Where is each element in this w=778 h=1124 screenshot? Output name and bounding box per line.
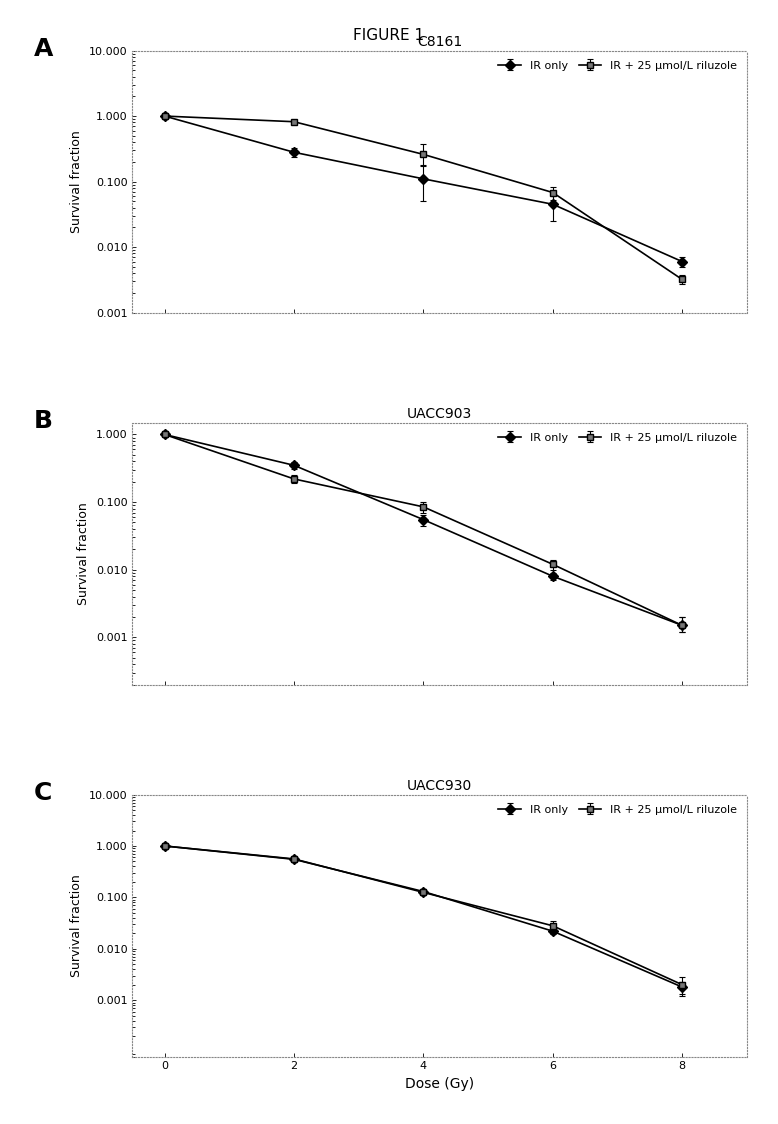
Text: FIGURE 1: FIGURE 1 [353,28,425,43]
Y-axis label: Survival fraction: Survival fraction [70,130,83,233]
Text: B: B [34,409,53,434]
Title: UACC930: UACC930 [407,779,472,794]
X-axis label: Dose (Gy): Dose (Gy) [405,1077,474,1091]
Legend: IR only, IR + 25 μmol/L riluzole: IR only, IR + 25 μmol/L riluzole [494,428,741,447]
Legend: IR only, IR + 25 μmol/L riluzole: IR only, IR + 25 μmol/L riluzole [494,56,741,75]
Y-axis label: Survival fraction: Survival fraction [70,874,83,977]
Legend: IR only, IR + 25 μmol/L riluzole: IR only, IR + 25 μmol/L riluzole [494,800,741,819]
Title: UACC903: UACC903 [407,407,472,422]
Text: C: C [34,781,52,806]
Title: C8161: C8161 [417,36,462,49]
Y-axis label: Survival fraction: Survival fraction [77,502,90,605]
Text: A: A [34,37,54,62]
